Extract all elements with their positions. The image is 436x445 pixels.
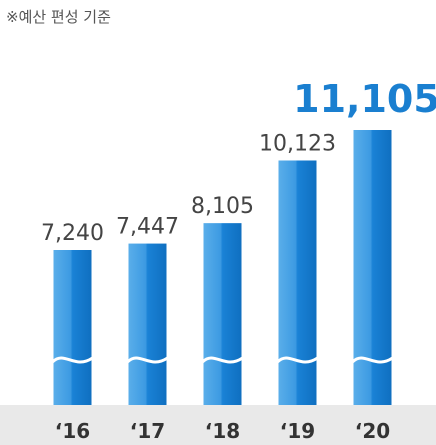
- break-mark: [126, 356, 169, 364]
- bar: [53, 250, 92, 405]
- bar: [353, 130, 392, 405]
- x-tick-label: ‘19: [280, 419, 315, 443]
- bar: [278, 160, 317, 405]
- value-label: 8,105: [191, 194, 254, 219]
- bar: [128, 243, 167, 405]
- break-mark: [351, 356, 394, 364]
- bar: [203, 223, 242, 405]
- x-tick-label: ‘18: [205, 419, 240, 443]
- axis-band: [0, 405, 436, 445]
- value-label: 10,123: [259, 131, 336, 156]
- value-label-highlight: 11,105: [293, 77, 436, 121]
- x-tick-label: ‘17: [130, 419, 165, 443]
- value-label: 7,240: [41, 221, 104, 246]
- break-mark: [201, 356, 244, 364]
- x-tick-label: ‘16: [55, 419, 90, 443]
- break-mark: [276, 356, 319, 364]
- break-mark: [51, 356, 94, 364]
- value-label: 7,447: [116, 215, 179, 240]
- x-tick-label: ‘20: [355, 419, 390, 443]
- subtitle: ※예산 편성 기준: [6, 8, 111, 26]
